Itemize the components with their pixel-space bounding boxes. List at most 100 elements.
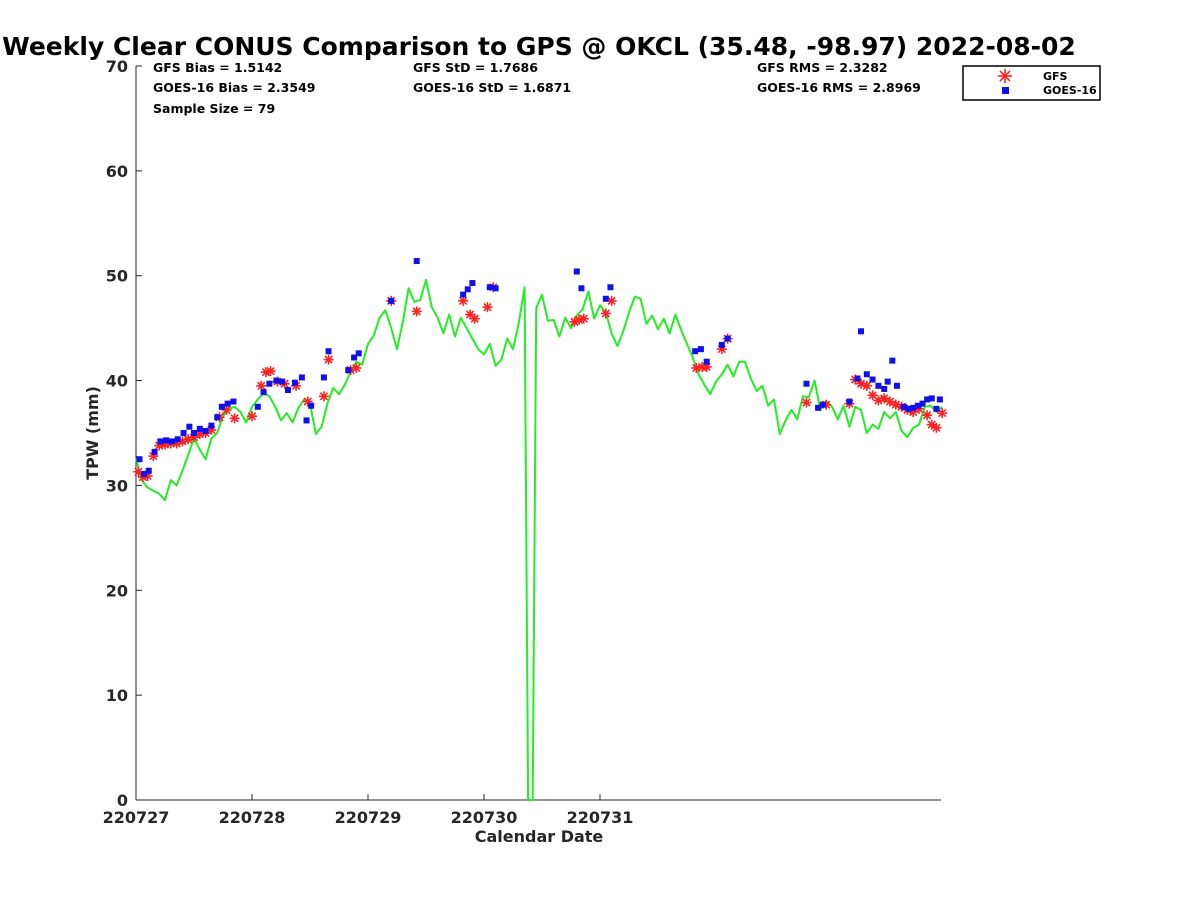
gfs-point xyxy=(323,354,334,365)
goes-16-point xyxy=(303,417,310,424)
goes-16-point xyxy=(910,404,917,411)
goes-16-point xyxy=(602,295,609,302)
x-tick-label: 220727 xyxy=(103,808,170,827)
goes-16-point xyxy=(284,387,291,394)
stats-block: GFS Bias = 1.5142 GOES-16 Bias = 2.3549 … xyxy=(153,60,921,116)
gfs-point xyxy=(318,391,329,402)
chart-title: Weekly Clear CONUS Comparison to GPS @ O… xyxy=(2,32,1076,61)
goes-16-point xyxy=(573,268,580,275)
goes-16-point xyxy=(230,398,237,405)
gfs-point xyxy=(937,408,948,419)
y-tick-label: 50 xyxy=(106,267,128,286)
series-goes-16 xyxy=(136,258,943,477)
goes-16-point xyxy=(854,375,861,382)
goes-16-point xyxy=(163,437,170,444)
goes-16-point xyxy=(869,376,876,383)
y-tick-label: 70 xyxy=(106,57,128,76)
gfs-point xyxy=(411,306,422,317)
y-tick-label: 10 xyxy=(106,686,128,705)
gfs-point xyxy=(469,313,480,324)
goes-16-point xyxy=(196,425,203,432)
goes-16-point xyxy=(345,367,352,374)
goes-16-point xyxy=(180,430,187,436)
gfs-point xyxy=(801,397,812,408)
goes-16-point xyxy=(218,403,225,410)
goes-16-point xyxy=(174,436,181,443)
goes-16-point xyxy=(881,385,888,392)
goes-16-point xyxy=(905,405,912,412)
legend-gfs-asterisk xyxy=(998,69,1012,83)
goes-16-point xyxy=(298,374,305,381)
goes-16-point xyxy=(692,348,699,355)
goes-16-point xyxy=(486,284,493,291)
gfs-std-text: GFS StD = 1.7686 xyxy=(413,60,538,75)
goes-16-point xyxy=(279,378,286,385)
goes-16-point xyxy=(858,328,864,335)
y-ticks: 0 10 20 30 40 50 60 70 xyxy=(106,57,142,810)
goes-16-point xyxy=(355,350,362,357)
gfs-bias-text: GFS Bias = 1.5142 xyxy=(153,60,282,75)
goes-16-point xyxy=(214,414,221,421)
goes-16-point xyxy=(273,377,280,384)
y-tick-label: 0 xyxy=(117,791,128,810)
goes-16-point xyxy=(413,258,420,265)
goes-16-point xyxy=(492,285,499,292)
goes-std-text: GOES-16 StD = 1.6871 xyxy=(413,80,571,95)
goes-16-point xyxy=(607,284,614,291)
gfs-point xyxy=(302,396,313,407)
goes-16-point xyxy=(266,380,273,387)
goes-16-point xyxy=(136,456,143,463)
goes-rms-text: GOES-16 RMS = 2.8969 xyxy=(757,80,921,95)
goes-16-point xyxy=(578,285,585,292)
legend-goes-label: GOES-16 xyxy=(1043,84,1097,97)
goes-16-point xyxy=(924,396,931,403)
legend-gfs-marker xyxy=(998,69,1012,83)
goes-16-point xyxy=(703,358,710,365)
gfs-rms-text: GFS RMS = 2.3282 xyxy=(757,60,888,75)
goes-16-point xyxy=(936,396,943,403)
gfs-point xyxy=(351,362,362,373)
goes-16-point xyxy=(819,401,826,408)
goes-16-point xyxy=(900,403,907,410)
legend: GFS GOES-16 xyxy=(962,65,1101,101)
goes-16-point xyxy=(351,354,358,361)
gfs-point xyxy=(482,302,493,313)
goes-16-point xyxy=(202,427,209,434)
goes-16-point xyxy=(145,467,152,474)
gfs-point xyxy=(931,422,942,433)
goes-16-point xyxy=(291,379,298,386)
y-axis-label: TPW (mm) xyxy=(83,386,102,480)
goes-16-point xyxy=(884,378,891,385)
goes-16-point xyxy=(928,395,935,402)
goes-16-point xyxy=(803,380,810,387)
goes-16-point xyxy=(893,382,900,389)
x-tick-label: 220731 xyxy=(567,808,634,827)
y-tick-label: 40 xyxy=(106,372,128,391)
goes-16-point xyxy=(469,280,476,287)
goes-16-point xyxy=(863,371,870,378)
goes-16-point xyxy=(186,423,193,430)
goes-16-point xyxy=(260,389,267,396)
goes-16-point xyxy=(157,438,164,445)
gfs-point xyxy=(229,413,240,424)
y-tick-label: 30 xyxy=(106,476,128,495)
gfs-point xyxy=(578,313,589,324)
legend-gfs-label: GFS xyxy=(1043,70,1068,83)
x-tick-label: 220730 xyxy=(451,808,518,827)
goes-16-point xyxy=(697,346,704,353)
legend-box xyxy=(962,65,1101,101)
goes-16-point xyxy=(846,398,853,405)
goes-16-point xyxy=(815,404,822,411)
gps-line xyxy=(135,278,943,801)
goes-16-point xyxy=(308,402,315,409)
goes-16-point xyxy=(224,400,231,407)
goes-bias-text: GOES-16 Bias = 2.3549 xyxy=(153,80,315,95)
gfs-point xyxy=(600,308,611,319)
goes-16-point xyxy=(914,402,921,409)
x-tick-label: 220729 xyxy=(335,808,402,827)
y-tick-label: 20 xyxy=(106,581,128,600)
goes-16-point xyxy=(933,405,940,412)
goes-16-point xyxy=(460,291,467,298)
goes-16-point xyxy=(191,430,197,436)
